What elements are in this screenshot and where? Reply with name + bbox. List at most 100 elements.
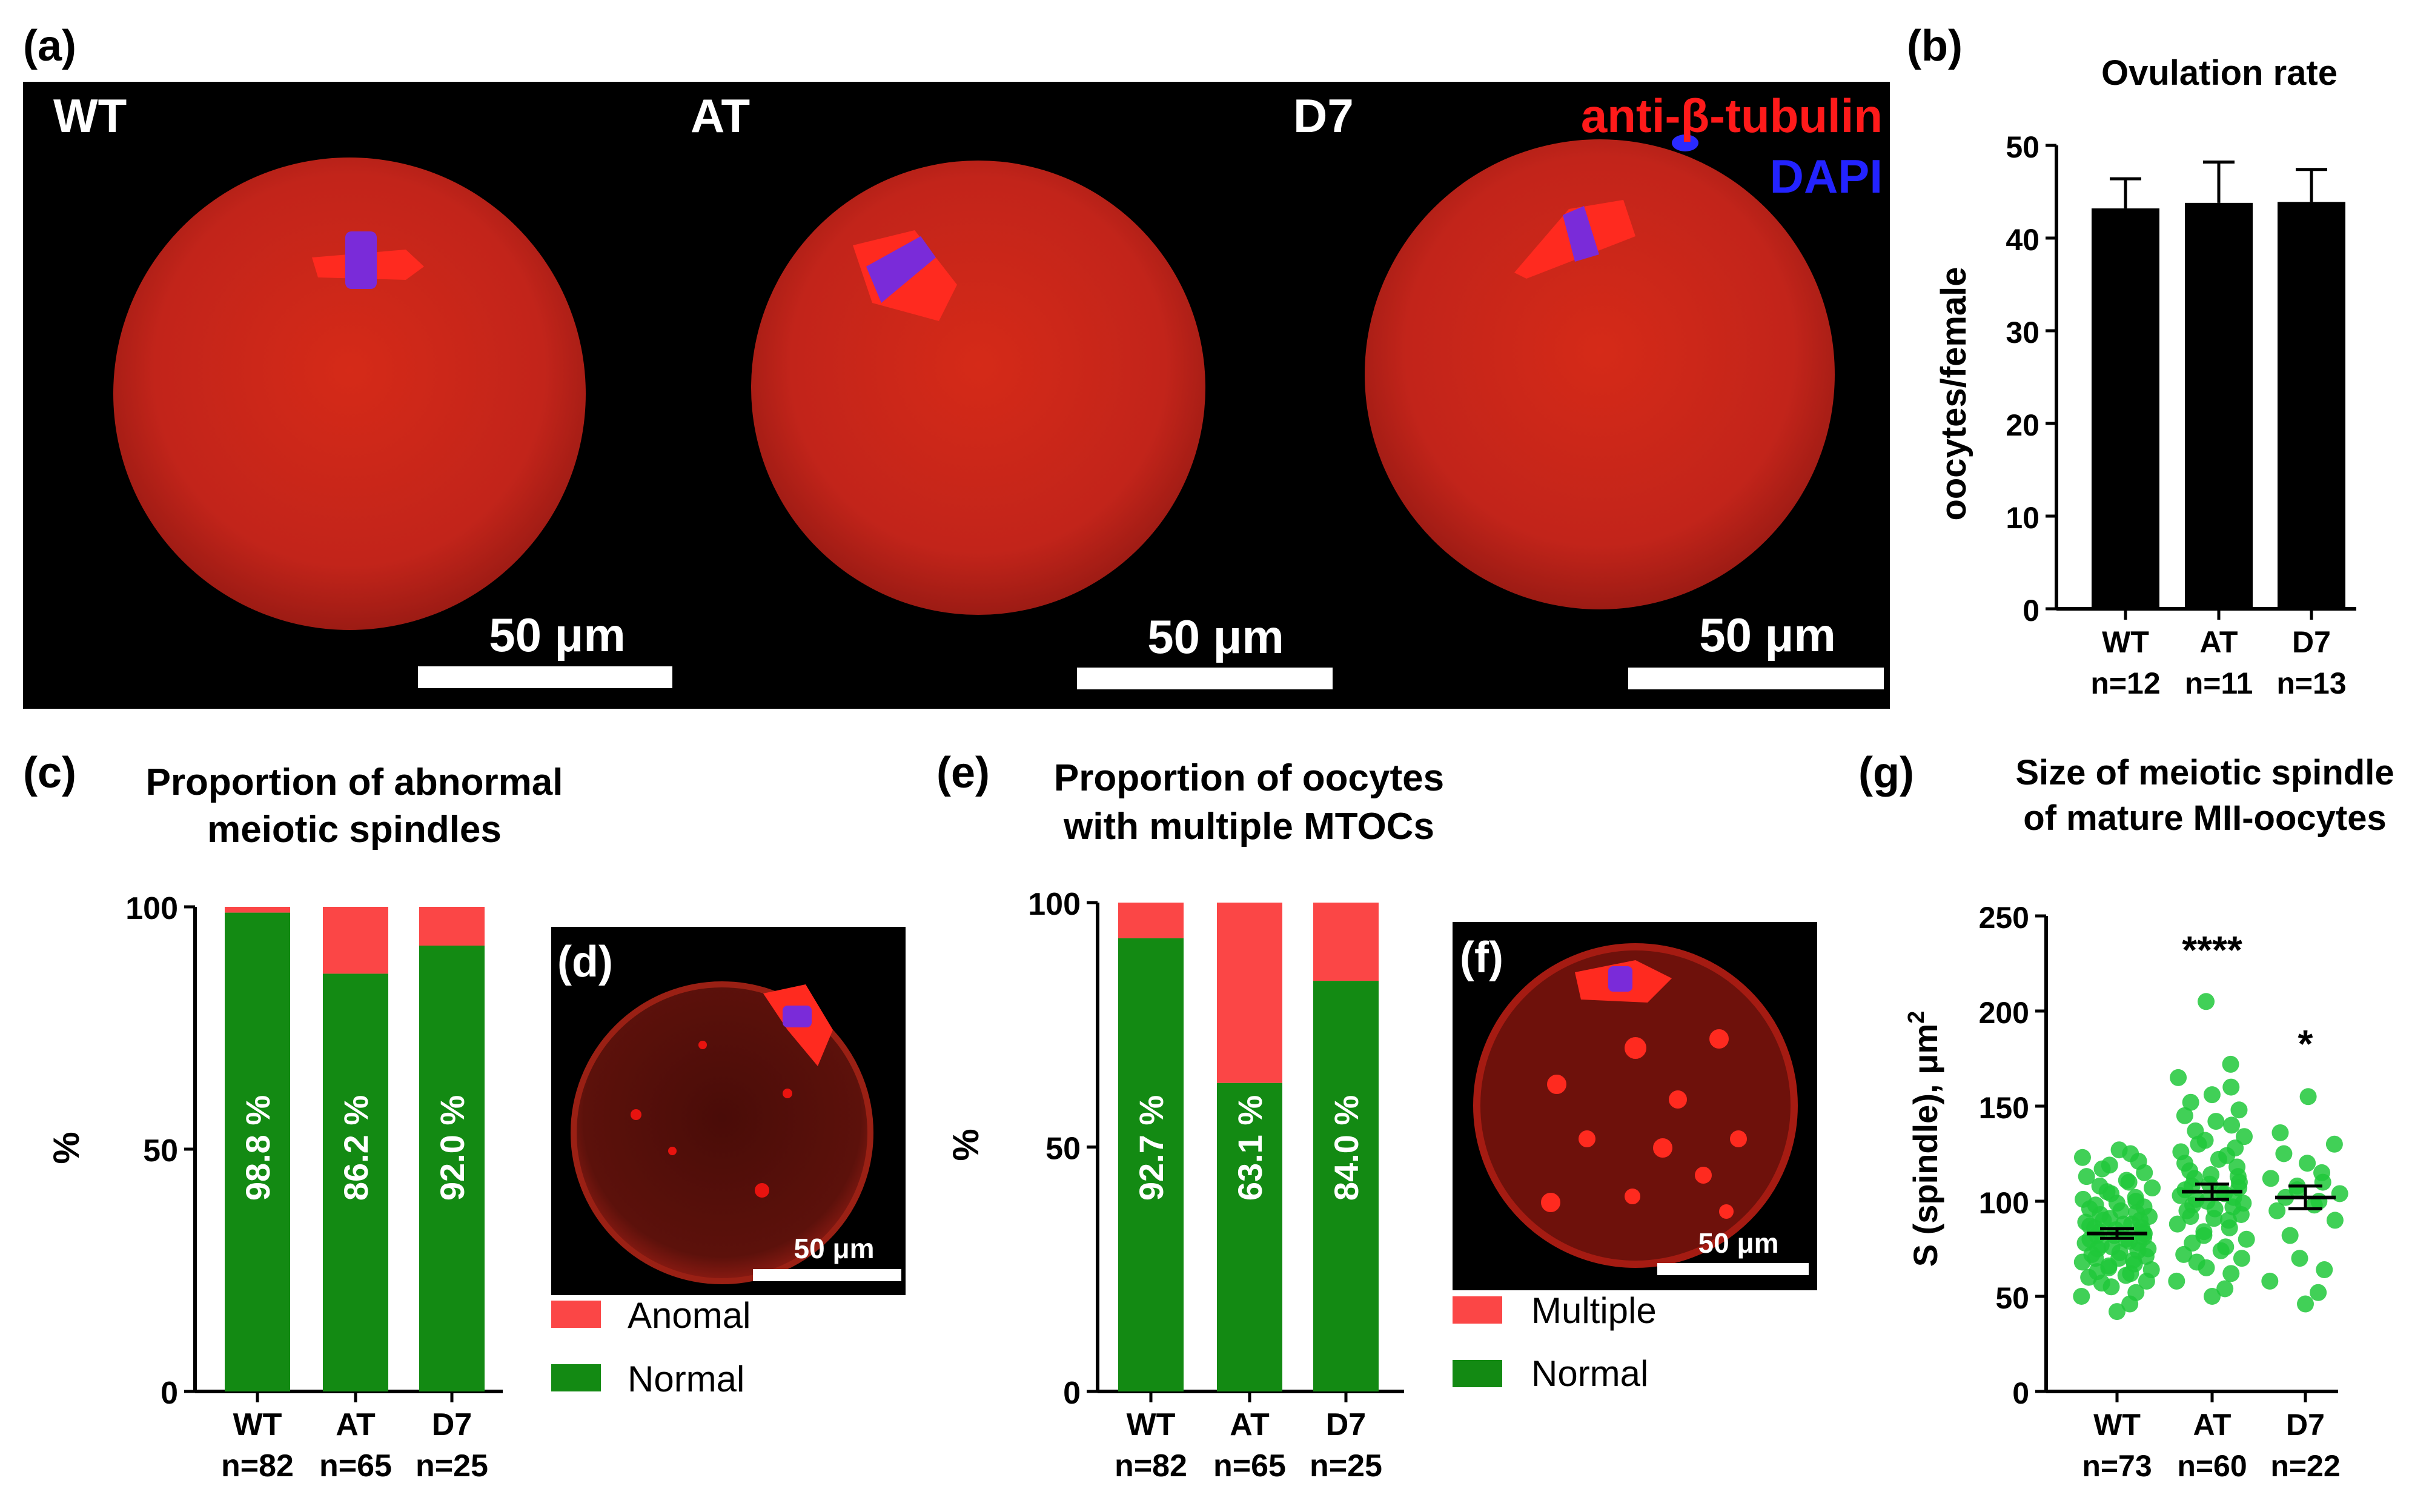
chart-g-point-d7	[2297, 1295, 2314, 1313]
chart-e-xtick-label: AT	[1230, 1407, 1270, 1442]
chart-g-point-wt	[2142, 1261, 2160, 1279]
chart-e-legend-multiple: Multiple	[1531, 1290, 1657, 1331]
chart-e-value-label: 84.0 %	[1327, 1095, 1365, 1201]
chart-g-n-label: n=22	[2270, 1449, 2340, 1483]
chart-g-significance: ****	[2182, 928, 2242, 972]
chart-c-ytick-label: 0	[161, 1376, 178, 1411]
chart-b-ylabel: oocytes/female	[1934, 267, 1973, 520]
chart-g-ytick-label: 200	[1979, 996, 2029, 1030]
chart-g-point-at	[2187, 1122, 2204, 1139]
chart-b-xtick-label: D7	[2292, 625, 2331, 659]
chart-e-xtick-label: WT	[1127, 1407, 1176, 1442]
chart-b-ytick-label: 10	[2006, 501, 2039, 535]
chart-e-bar-normal-wt	[1118, 938, 1184, 1391]
chart-g-point-at	[2182, 1093, 2199, 1111]
chart-g-point-at	[2220, 1212, 2238, 1229]
chart-g-point-at	[2222, 1265, 2240, 1282]
chart-g-point-at	[2176, 1107, 2193, 1124]
chart-g-point-at	[2236, 1128, 2253, 1146]
panel-letter-b: (b)	[1907, 22, 1963, 70]
chart-g-point-wt	[2091, 1177, 2109, 1195]
spindle-d7	[1514, 134, 1698, 279]
chart-g-xtick-label: WT	[2093, 1408, 2141, 1442]
chart-g-title-line2: of mature MII-oocytes	[2023, 798, 2386, 838]
scale-bar-d	[753, 1269, 901, 1281]
chart-b: Ovulation rate oocytes/female 0 10 20 30 40 5…	[1934, 53, 2356, 700]
chart-g-point-at	[2195, 1223, 2213, 1241]
chart-b-ytick-label: 30	[2006, 316, 2039, 350]
chart-g-point-wt	[2118, 1172, 2135, 1189]
chart-c-n-label: n=25	[416, 1448, 488, 1484]
chart-e-legend-multiple-swatch	[1453, 1296, 1502, 1324]
scale-label-at: 50 μm	[1147, 610, 1284, 663]
chart-e-ytick-label: 50	[1045, 1132, 1081, 1167]
scale-bar-at	[1077, 668, 1333, 689]
micrograph-panel-f: (f) 50 μm	[1453, 922, 1817, 1290]
chart-g-point-at	[2230, 1101, 2248, 1119]
oocyte-at	[751, 161, 1205, 615]
chart-g-ytick-label: 250	[1979, 901, 2029, 935]
chart-g-point-d7	[2316, 1261, 2333, 1279]
oocyte-wt	[113, 158, 586, 630]
micrograph-label-wt: WT	[53, 89, 127, 142]
chart-g: Size of meiotic spindle of mature MII-oo…	[1904, 753, 2394, 1483]
chart-c-title-line2: meiotic spindles	[207, 809, 502, 850]
spot	[783, 1089, 792, 1098]
chart-g-ytick-label: 50	[1995, 1281, 2029, 1315]
chromosomes-f	[1608, 966, 1632, 992]
chart-c-xtick-label: WT	[233, 1407, 282, 1442]
legend-dapi: DAPI	[1770, 150, 1883, 203]
micrograph-panel-d: (d) 50 μm	[551, 927, 906, 1295]
chart-b-ytick-label: 40	[2006, 223, 2039, 257]
chart-g-point-wt	[2110, 1141, 2128, 1159]
spot	[698, 1041, 707, 1049]
micrograph-label-d7: D7	[1293, 89, 1354, 142]
chart-e-bar-normal-at	[1217, 1083, 1282, 1391]
chart-g-point-at	[2198, 993, 2215, 1010]
chart-g-point-at	[2227, 1139, 2244, 1157]
panel-letter-c: (c)	[23, 749, 76, 797]
chart-b-ytick-label: 20	[2006, 408, 2039, 442]
chart-g-point-d7	[2281, 1227, 2299, 1244]
chart-e-bar-multiple-at	[1217, 903, 1282, 1083]
chart-e-ylabel: %	[946, 1129, 986, 1161]
spindle-at	[853, 230, 957, 321]
chart-g-xtick-label: AT	[2193, 1408, 2232, 1442]
chart-g-ytick-label: 150	[1979, 1091, 2029, 1125]
chart-e: Proportion of oocytes with multiple MTOC…	[946, 757, 1657, 1484]
chart-e-bar-multiple-wt	[1118, 903, 1184, 938]
scale-label-d7: 50 μm	[1699, 608, 1836, 662]
chart-c-ylabel: %	[46, 1132, 87, 1164]
micrograph-panel-a: WT AT D7 anti-β-tubulin DAPI 50 μm 50 μm…	[23, 82, 1890, 709]
chart-c-bar-normal-at	[323, 973, 388, 1391]
chart-c-value-label: 86.2 %	[337, 1095, 375, 1201]
chart-g-significance: *	[2298, 1022, 2313, 1066]
chart-g-point-d7	[2261, 1272, 2279, 1290]
oocyte-f	[1473, 943, 1798, 1268]
chart-g-point-wt	[2109, 1303, 2126, 1321]
chart-g-point-at	[2204, 1288, 2221, 1305]
chart-e-bar-normal-d7	[1313, 981, 1379, 1391]
chart-b-title: Ovulation rate	[2101, 53, 2338, 93]
chart-c-ytick-label: 50	[143, 1133, 178, 1169]
chart-b-bar-at	[2185, 202, 2253, 609]
chart-g-point-wt	[2101, 1156, 2118, 1174]
chart-b-ytick-label: 50	[2006, 130, 2039, 164]
chart-g-point-at	[2238, 1230, 2255, 1248]
chart-g-ytick-label: 100	[1979, 1186, 2029, 1220]
chart-g-point-at	[2207, 1113, 2225, 1130]
chart-c-value-label: 98.8 %	[239, 1095, 277, 1201]
chart-g-point-at	[2222, 1078, 2240, 1096]
chart-g-point-d7	[2325, 1135, 2343, 1153]
chromosomes-d	[783, 1006, 812, 1027]
chart-c-legend-normal-swatch	[551, 1364, 601, 1391]
chart-g-point-at	[2168, 1272, 2185, 1290]
chart-b-n-label: n=12	[2090, 666, 2160, 700]
chart-c-ytick-label: 100	[125, 891, 178, 926]
panel-letter-g: (g)	[1858, 749, 1914, 797]
chart-e-legend-normal: Normal	[1531, 1353, 1648, 1394]
spot	[668, 1147, 677, 1155]
chart-g-ytick-label: 0	[2012, 1376, 2029, 1410]
mtoc-asters	[1541, 1029, 1747, 1219]
